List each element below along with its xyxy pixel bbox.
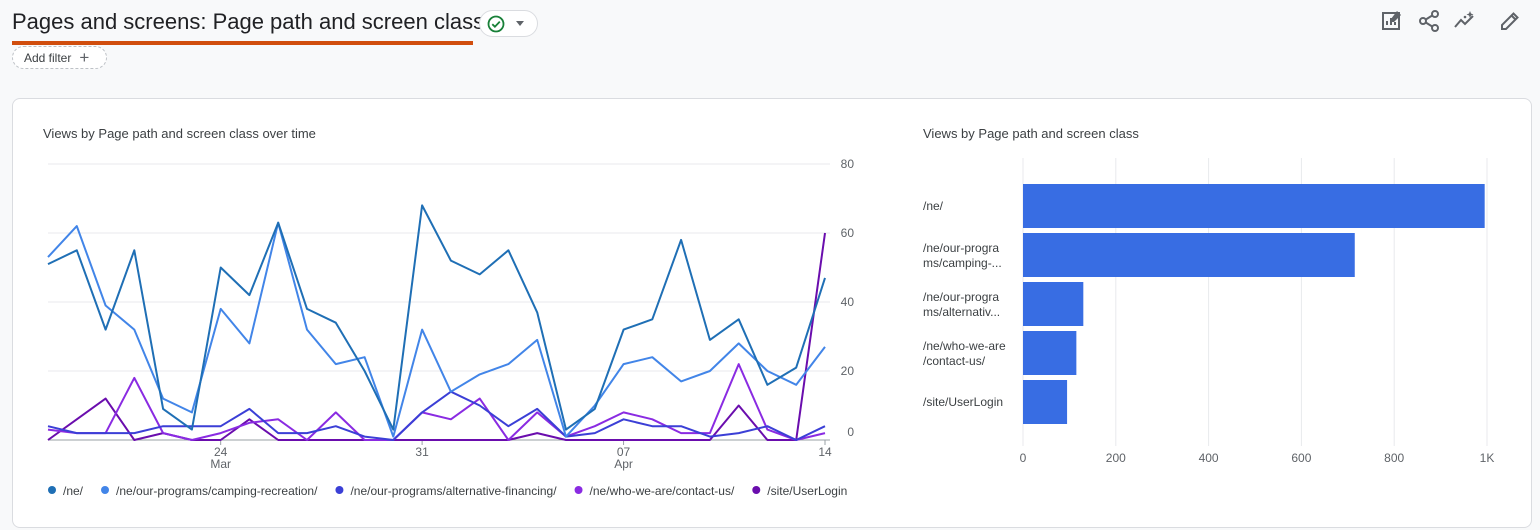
category-label: /ne/who-we-are (923, 339, 1006, 353)
x-tick-label: 1K (1480, 451, 1495, 465)
edit-icon[interactable] (1498, 9, 1522, 33)
legend-label: /ne/ (63, 484, 84, 498)
x-tick-label: 31 (415, 445, 429, 459)
legend-swatch (335, 486, 344, 494)
bar (1023, 233, 1355, 277)
series-line (47, 204, 826, 431)
check-circle-icon (487, 15, 505, 33)
legend-swatch (752, 486, 761, 494)
customize-report-icon[interactable] (1380, 9, 1404, 33)
line-chart-title: Views by Page path and screen class over… (43, 126, 316, 141)
x-tick-label: 14 (818, 445, 832, 459)
report-header: Pages and screens: Page path and screen … (0, 0, 1540, 90)
category-label: /contact-us/ (923, 354, 986, 368)
x-tick-sublabel: Mar (210, 457, 231, 471)
add-filter-label: Add filter (24, 50, 72, 65)
bar-chart-title: Views by Page path and screen class (923, 126, 1139, 141)
legend-label: /ne/our-programs/alternative-financing/ (350, 484, 557, 498)
x-tick-label: 600 (1291, 451, 1311, 465)
chart-card (12, 98, 1532, 528)
x-tick-label: 24 (214, 445, 228, 459)
series-line (47, 390, 826, 441)
report-status-dropdown[interactable] (479, 10, 538, 37)
add-filter-button[interactable]: Add filter + (12, 46, 107, 69)
title-underline (12, 41, 473, 45)
x-tick-sublabel: Apr (614, 457, 633, 471)
chevron-down-icon (516, 21, 524, 26)
legend-label: /ne/who-we-are/contact-us/ (590, 484, 735, 498)
bar (1023, 282, 1084, 326)
x-tick-label: 0 (1020, 451, 1027, 465)
legend-label: /site/UserLogin (767, 484, 847, 498)
insights-icon[interactable] (1453, 9, 1477, 33)
y-tick-label: 80 (841, 157, 855, 171)
series-line (47, 221, 826, 438)
bar-chart: 0 200 400 600 800 1K/ne//ne/our-programs/camp… (923, 158, 1495, 465)
x-tick-label: 800 (1384, 451, 1404, 465)
x-tick-label: 200 (1106, 451, 1126, 465)
category-label: /ne/ (923, 199, 944, 213)
x-tick-label: 07 (617, 445, 631, 459)
share-icon[interactable] (1417, 9, 1441, 33)
category-label: ms/camping-... (923, 256, 1002, 270)
bar (1023, 331, 1077, 375)
series-line (47, 363, 826, 441)
legend-label: /ne/our-programs/camping-recreation/ (116, 484, 318, 498)
category-label: /ne/our-progra (923, 290, 999, 304)
bar (1023, 380, 1068, 424)
legend-swatch (48, 486, 56, 494)
y-tick-label: 20 (841, 364, 855, 378)
y-tick-label: 40 (841, 295, 855, 309)
x-tick-label: 400 (1199, 451, 1219, 465)
bar (1023, 184, 1485, 228)
category-label: /site/UserLogin (923, 395, 1003, 409)
page-title: Pages and screens: Page path and screen … (12, 9, 485, 34)
legend-swatch (574, 486, 583, 494)
legend-swatch (101, 486, 110, 494)
y-tick-label: 0 (847, 425, 854, 439)
y-tick-label: 60 (841, 226, 855, 240)
category-label: /ne/our-progra (923, 241, 999, 255)
plus-icon: + (79, 48, 90, 67)
category-label: ms/alternativ... (923, 305, 1000, 319)
